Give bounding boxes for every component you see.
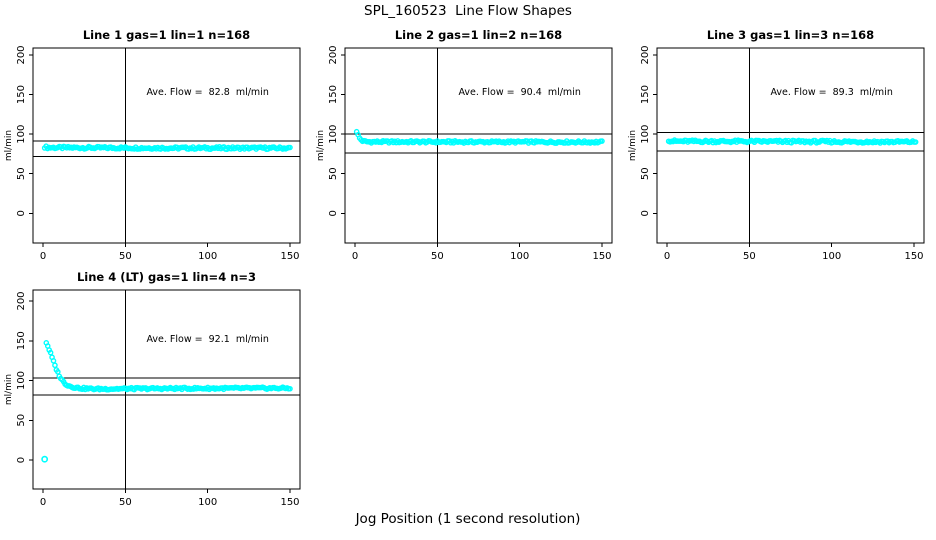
panel-line-4: Line 4 (LT) gas=1 lin=4 n=3 0 50 100 150 0 50 1…	[0, 268, 312, 540]
y-tick-label: 100	[16, 371, 27, 390]
data-points	[41, 340, 293, 463]
plot-box	[656, 47, 925, 244]
y-tick-label: 100	[640, 125, 651, 144]
panel-title: Line 3 gas=1 lin=3 n=168	[707, 28, 874, 42]
x-axis-ticks: 0 50 100 150	[40, 243, 300, 262]
x-tick-label: 50	[743, 251, 756, 262]
x-tick-label: 50	[431, 251, 444, 262]
ave-flow-annotation: Ave. Flow = 82.8 ml/min	[146, 87, 268, 98]
y-tick-label: 150	[328, 85, 339, 104]
x-axis-ticks: 0 50 100 150	[40, 489, 300, 508]
plot-box	[344, 47, 613, 244]
x-tick-label: 100	[198, 251, 217, 262]
y-tick-label: 0	[16, 210, 27, 216]
y-tick-label: 200	[16, 291, 27, 310]
y-tick-label: 0	[640, 210, 651, 216]
x-axis-ticks: 0 50 100 150	[352, 243, 612, 262]
data-point	[47, 349, 54, 356]
x-tick-label: 0	[40, 251, 46, 262]
y-tick-label: 0	[328, 210, 339, 216]
x-tick-label: 100	[822, 251, 841, 262]
plot-svg: Line 1 gas=1 lin=1 n=168 0 50 100 150 0 50 100 1…	[4, 28, 301, 262]
data-point	[52, 362, 58, 369]
ave-flow-annotation: Ave. Flow = 92.1 ml/min	[146, 334, 268, 345]
y-axis-unit-label: ml/min	[4, 374, 14, 405]
y-axis-ticks: 0 50 100 150 200	[328, 45, 345, 216]
data-point	[287, 144, 293, 151]
data-point	[599, 138, 605, 144]
figure-title: SPL_160523 Line Flow Shapes	[364, 3, 572, 19]
x-tick-label: 150	[904, 251, 923, 262]
y-axis-unit-label: ml/min	[4, 130, 14, 161]
panel-line-2: Line 2 gas=1 lin=2 n=168 0 50 100 150 0 50 100 1…	[312, 26, 624, 268]
y-tick-label: 100	[328, 125, 339, 144]
x-tick-label: 0	[352, 251, 358, 262]
data-point	[912, 139, 919, 145]
outlier-point	[41, 455, 49, 463]
panel-title: Line 2 gas=1 lin=2 n=168	[395, 28, 562, 42]
panel-title: Line 1 gas=1 lin=1 n=168	[83, 28, 250, 42]
y-tick-label: 200	[328, 45, 339, 64]
y-tick-label: 150	[16, 331, 27, 350]
plot-svg: Line 4 (LT) gas=1 lin=4 n=3 0 50 100 150 0 50 1…	[4, 270, 301, 508]
x-tick-label: 50	[119, 497, 132, 508]
x-tick-label: 150	[280, 251, 299, 262]
y-axis-ticks: 0 50 100 150 200	[640, 45, 657, 216]
y-tick-label: 100	[16, 125, 27, 144]
y-tick-label: 200	[16, 45, 27, 64]
plot-svg: Line 2 gas=1 lin=2 n=168 0 50 100 150 0 50 100 1…	[316, 28, 613, 262]
plot-svg: Line 3 gas=1 lin=3 n=168 0 50 100 150 0 50 100 1…	[628, 28, 925, 262]
panel-line-3: Line 3 gas=1 lin=3 n=168 0 50 100 150 0 50 100 1…	[624, 26, 936, 268]
y-tick-label: 50	[16, 167, 27, 180]
data-points	[665, 137, 919, 146]
ave-flow-annotation: Ave. Flow = 89.3 ml/min	[770, 87, 892, 98]
y-tick-label: 150	[16, 85, 27, 104]
x-tick-label: 100	[198, 497, 217, 508]
x-tick-label: 0	[40, 497, 46, 508]
panel-title: Line 4 (LT) gas=1 lin=4 n=3	[77, 270, 256, 284]
y-tick-label: 50	[328, 167, 339, 180]
y-axis-ticks: 0 50 100 150 200	[16, 291, 33, 463]
x-axis-ticks: 0 50 100 150	[664, 243, 924, 262]
x-tick-label: 150	[592, 251, 611, 262]
y-tick-label: 0	[16, 457, 27, 463]
data-points	[41, 143, 293, 153]
x-tick-label: 50	[119, 251, 132, 262]
y-axis-ticks: 0 50 100 150 200	[16, 45, 33, 216]
plot-box	[32, 47, 301, 244]
y-tick-label: 50	[640, 167, 651, 180]
x-tick-label: 150	[280, 497, 299, 508]
x-tick-label: 100	[510, 251, 529, 262]
y-axis-unit-label: ml/min	[316, 130, 326, 161]
x-tick-label: 0	[664, 251, 670, 262]
data-points	[353, 128, 605, 146]
y-tick-label: 50	[16, 414, 27, 427]
panel-line-1: Line 1 gas=1 lin=1 n=168 0 50 100 150 0 50 100 1…	[0, 26, 312, 268]
plot-box	[32, 289, 301, 490]
y-tick-label: 200	[640, 45, 651, 64]
x-axis-label: Jog Position (1 second resolution)	[355, 511, 581, 527]
y-axis-unit-label: ml/min	[628, 130, 638, 161]
data-point	[287, 385, 293, 392]
ave-flow-annotation: Ave. Flow = 90.4 ml/min	[458, 87, 580, 98]
y-tick-label: 150	[640, 85, 651, 104]
data-point	[50, 358, 57, 364]
